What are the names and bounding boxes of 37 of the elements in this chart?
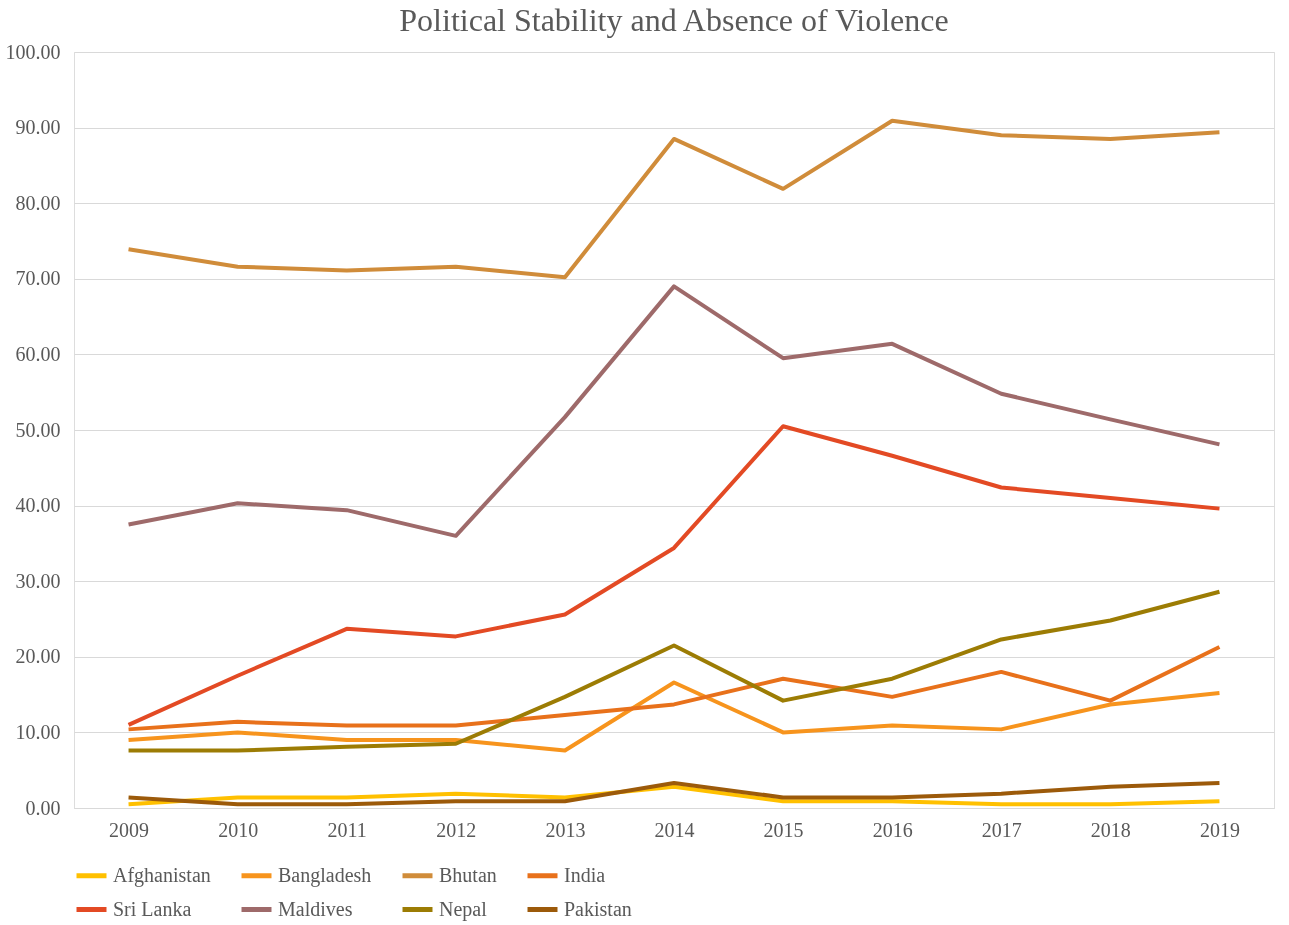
legend-label: Maldives (278, 897, 353, 920)
legend-label: Bhutan (439, 863, 497, 886)
y-tick-label: 40.00 (15, 494, 61, 517)
y-tick-label: 70.00 (15, 267, 61, 290)
legend-label: Nepal (439, 897, 488, 921)
x-tick-label: 2016 (872, 818, 913, 841)
chart-title: Political Stability and Absence of Violence (399, 2, 949, 38)
x-tick-label: 2017 (981, 818, 1022, 841)
legend-label: Pakistan (564, 897, 632, 920)
line-series (126, 680, 1222, 753)
legend-label: Bangladesh (278, 863, 372, 887)
y-tick-label: 50.00 (15, 418, 61, 441)
y-tick-label: 30.00 (15, 569, 61, 592)
line-series (126, 118, 1222, 280)
y-tick-label: 10.00 (15, 720, 61, 743)
line-series (126, 284, 1222, 538)
legend-label: Afghanistan (113, 863, 211, 887)
y-tick-label: 60.00 (15, 342, 61, 365)
y-tick-label: 100.00 (5, 40, 61, 63)
x-tick-label: 2011 (327, 818, 367, 841)
line-series (126, 424, 1222, 727)
line-series (126, 589, 1222, 753)
y-tick-label: 80.00 (15, 191, 61, 214)
y-tick-label: 20.00 (15, 645, 61, 668)
x-tick-label: 2018 (1090, 818, 1131, 841)
x-tick-label: 2015 (763, 818, 804, 841)
y-tick-label: 0.00 (25, 796, 61, 819)
y-tick-label: 90.00 (15, 116, 61, 139)
x-tick-label: 2009 (109, 818, 150, 841)
x-tick-label: 2013 (545, 818, 586, 841)
x-tick-label: 2012 (436, 818, 477, 841)
x-tick-label: 2010 (218, 818, 259, 841)
legend-label: Sri Lanka (113, 897, 192, 920)
line-series (126, 644, 1222, 732)
x-tick-label: 2019 (1199, 818, 1240, 841)
x-tick-label: 2014 (654, 818, 695, 841)
legend-label: India (564, 863, 606, 886)
